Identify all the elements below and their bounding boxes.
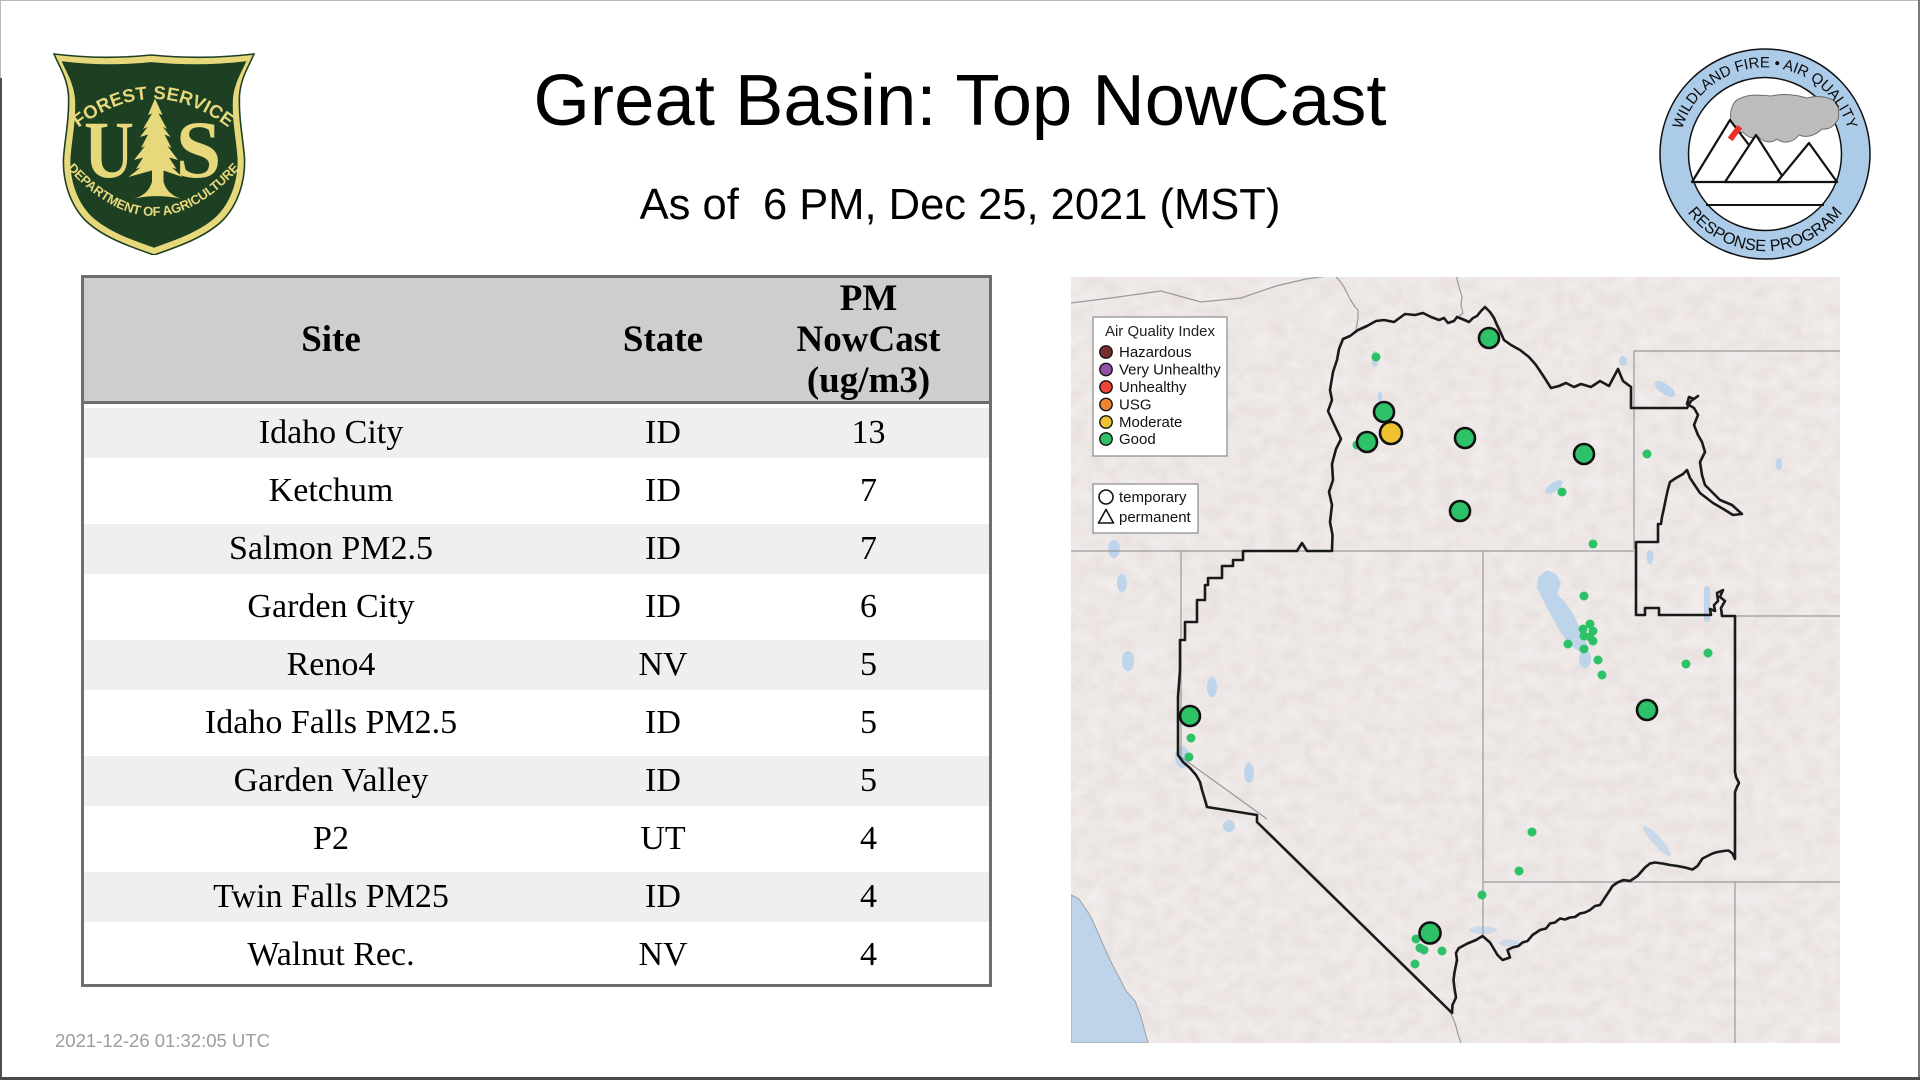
svg-text:Moderate: Moderate <box>1119 414 1182 431</box>
svg-text:Good: Good <box>1119 431 1156 448</box>
svg-text:Hazardous: Hazardous <box>1119 344 1192 361</box>
svg-text:U: U <box>84 104 134 195</box>
svg-text:Air Quality Index: Air Quality Index <box>1105 323 1216 340</box>
svg-text:USG: USG <box>1119 397 1152 414</box>
svg-text:Unhealthy: Unhealthy <box>1119 379 1187 396</box>
svg-text:Very Unhealthy: Very Unhealthy <box>1119 362 1221 379</box>
svg-text:permanent: permanent <box>1119 509 1192 526</box>
svg-text:temporary: temporary <box>1119 489 1187 506</box>
svg-text:S: S <box>176 104 222 195</box>
